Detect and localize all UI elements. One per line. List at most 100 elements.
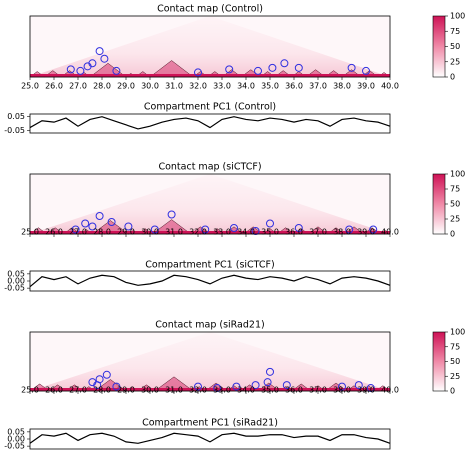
panel-title: Contact map (siRad21)	[155, 320, 264, 331]
loop	[232, 382, 241, 391]
x-tick-label: 28.0	[93, 228, 111, 237]
loop	[263, 378, 272, 387]
loop	[76, 66, 85, 75]
colorbar-tick-label: 75	[450, 27, 460, 36]
x-tick-label: 29.0	[117, 386, 135, 395]
loop	[213, 384, 222, 393]
colorbar-tick-label: 50	[450, 200, 460, 209]
y-tick-label: 0.05	[7, 112, 25, 121]
loop	[100, 54, 109, 63]
colorbar-tick-label: 50	[450, 357, 460, 366]
x-tick-label: 25.0	[21, 228, 39, 237]
loop	[366, 384, 375, 393]
loop	[294, 63, 303, 72]
x-tick-label: 33.0	[213, 386, 231, 395]
loop	[282, 381, 291, 390]
loop	[338, 382, 346, 391]
x-tick-label: 30.0	[141, 386, 159, 395]
x-tick-label: 40.0	[381, 82, 399, 91]
loop	[194, 382, 202, 391]
y-tick-label: -0.05	[4, 126, 25, 135]
loop	[362, 66, 370, 75]
y-tick-label: -0.05	[4, 442, 25, 451]
heatmap-upper	[30, 16, 390, 77]
colorbar-tick-label: 75	[450, 185, 460, 194]
heatmap-upper	[30, 174, 390, 234]
colorbar-tick-label: 100	[450, 12, 465, 21]
loop	[95, 47, 104, 56]
x-tick-label: 32.0	[189, 82, 207, 91]
x-tick-label: 37.0	[309, 386, 327, 395]
x-tick-label: 39.0	[357, 82, 375, 91]
loop	[254, 66, 262, 75]
loop	[167, 210, 176, 219]
colorbar	[432, 173, 446, 235]
x-tick-label: 40.0	[381, 228, 399, 237]
loop	[201, 225, 210, 234]
loop	[268, 63, 277, 72]
loop	[66, 65, 75, 74]
x-tick-label: 39.0	[357, 228, 375, 237]
x-tick-label: 35.0	[261, 228, 279, 237]
colorbar-tick-label: 25	[450, 372, 460, 381]
axes-frame	[29, 173, 391, 235]
colorbar	[432, 15, 446, 78]
colorbar-tick-label: 25	[450, 57, 460, 66]
x-tick-label: 26.0	[45, 82, 63, 91]
colorbar-tick-label: 0	[450, 73, 455, 82]
loop	[230, 224, 238, 232]
x-tick-label: 35.0	[261, 386, 279, 395]
x-tick-label: 31.0	[165, 82, 183, 91]
x-tick-label: 35.0	[261, 82, 279, 91]
loop	[107, 218, 116, 226]
loop	[88, 222, 97, 231]
colorbar-tick-label: 0	[450, 230, 455, 239]
y-tick-label: -0.05	[4, 284, 25, 293]
x-tick-label: 36.0	[285, 386, 303, 395]
colorbar-tick-label: 0	[450, 387, 455, 396]
pc1-line	[29, 432, 391, 444]
axes-frame	[29, 15, 391, 78]
x-tick-label: 25.0	[21, 386, 39, 395]
x-tick-label: 27.0	[69, 228, 87, 237]
loop	[124, 222, 133, 231]
axes-frame	[29, 428, 391, 450]
x-tick-label: 34.0	[237, 228, 255, 237]
x-tick-label: 32.0	[189, 228, 207, 237]
loop	[354, 381, 363, 390]
loop	[194, 68, 202, 77]
x-tick-label: 38.0	[333, 228, 351, 237]
heatmap-upper	[30, 332, 390, 391]
x-tick-label: 30.0	[141, 82, 159, 91]
loop	[266, 219, 274, 228]
y-tick-label: 0.00	[7, 435, 25, 444]
loop	[266, 367, 274, 376]
x-tick-label: 33.0	[213, 82, 231, 91]
x-tick-label: 27.0	[69, 82, 87, 91]
x-tick-label: 31.0	[165, 386, 183, 395]
x-tick-label: 26.0	[45, 228, 63, 237]
axes-frame	[29, 113, 391, 134]
colorbar-tick-label: 100	[450, 170, 465, 179]
x-tick-label: 39.0	[357, 386, 375, 395]
panel-title: Compartment PC1 (siRad21)	[142, 418, 278, 429]
y-tick-label: 0.00	[7, 277, 25, 286]
loop	[280, 59, 289, 68]
loop	[112, 382, 121, 391]
panel-title: Compartment PC1 (Control)	[144, 102, 276, 113]
colorbar-tick-label: 50	[450, 42, 460, 51]
panel-title: Compartment PC1 (siCTCF)	[145, 260, 274, 271]
loop	[251, 227, 260, 235]
diagonal	[30, 74, 390, 77]
x-tick-label: 37.0	[309, 82, 327, 91]
y-tick-label: 0.05	[7, 269, 25, 278]
pc1-line	[29, 116, 391, 130]
x-tick-label: 40.0	[381, 386, 399, 395]
x-tick-label: 28.0	[93, 386, 111, 395]
x-tick-label: 37.0	[309, 228, 327, 237]
loop	[83, 62, 92, 71]
colorbar	[432, 331, 446, 392]
x-tick-label: 28.0	[93, 82, 111, 91]
loop	[102, 370, 111, 379]
